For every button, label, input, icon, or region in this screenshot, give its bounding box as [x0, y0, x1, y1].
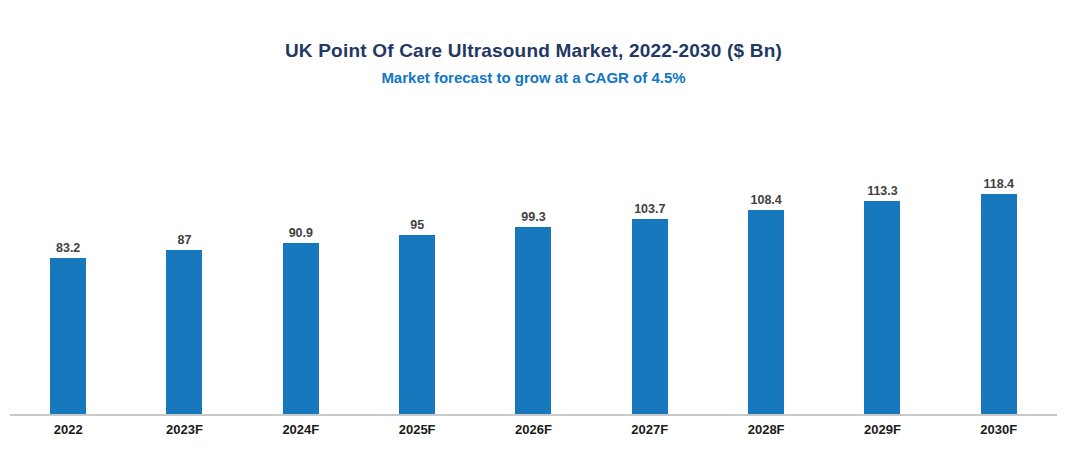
chart-subtitle: Market forecast to grow at a CAGR of 4.5…	[0, 69, 1067, 86]
bar-value-label: 90.9	[289, 226, 313, 240]
chart-title: UK Point Of Care Ultrasound Market, 2022…	[0, 40, 1067, 62]
x-axis-label: 2029F	[824, 422, 940, 437]
bar	[515, 227, 551, 414]
bar-column: 108.4	[708, 177, 824, 414]
bar	[283, 243, 319, 414]
bar-value-label: 113.3	[867, 184, 898, 198]
bar-value-label: 87	[178, 233, 192, 247]
x-axis-labels: 20222023F2024F2025F2026F2027F2028F2029F2…	[10, 422, 1057, 437]
bar-value-label: 95	[410, 218, 424, 232]
bar	[748, 210, 784, 414]
bar	[632, 219, 668, 414]
bar	[399, 235, 435, 414]
bar-column: 83.2	[10, 177, 126, 414]
bar-value-label: 118.4	[983, 177, 1014, 191]
bar-value-label: 83.2	[56, 241, 80, 255]
x-axis-label: 2030F	[941, 422, 1057, 437]
x-axis-label: 2028F	[708, 422, 824, 437]
bar-column: 103.7	[592, 177, 708, 414]
bar	[50, 258, 86, 414]
plot-area: 83.2 87 90.9 95 99.3 103.7 108.4 113.3 118.4 202…	[10, 177, 1057, 437]
bar	[864, 201, 900, 414]
bar-column: 113.3	[824, 177, 940, 414]
bar-column: 99.3	[475, 177, 591, 414]
x-axis-label: 2026F	[475, 422, 591, 437]
bar-column: 118.4	[941, 177, 1057, 414]
bar-value-label: 108.4	[750, 193, 781, 207]
x-axis-label: 2022	[10, 422, 126, 437]
x-axis-line	[10, 414, 1057, 416]
bar-value-label: 103.7	[634, 202, 665, 216]
x-axis-label: 2024F	[243, 422, 359, 437]
bar-column: 95	[359, 177, 475, 414]
chart-page: UK Point Of Care Ultrasound Market, 2022…	[0, 40, 1067, 454]
bar-column: 90.9	[243, 177, 359, 414]
bar-column: 87	[126, 177, 242, 414]
bars-row: 83.2 87 90.9 95 99.3 103.7 108.4 113.3 118.4	[10, 177, 1057, 414]
x-axis-label: 2025F	[359, 422, 475, 437]
bar	[166, 250, 202, 414]
bar-value-label: 99.3	[521, 210, 545, 224]
bar	[981, 194, 1017, 414]
x-axis-label: 2023F	[126, 422, 242, 437]
x-axis-label: 2027F	[592, 422, 708, 437]
